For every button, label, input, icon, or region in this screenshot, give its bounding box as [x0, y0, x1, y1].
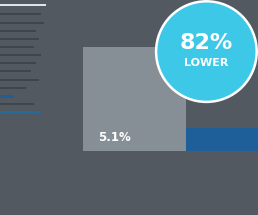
- Text: LOWER: LOWER: [184, 58, 229, 68]
- Ellipse shape: [156, 1, 257, 102]
- Bar: [83, 47, 186, 150]
- Bar: [186, 128, 258, 150]
- Text: 82%: 82%: [180, 33, 233, 53]
- Text: 5.1%: 5.1%: [98, 131, 131, 144]
